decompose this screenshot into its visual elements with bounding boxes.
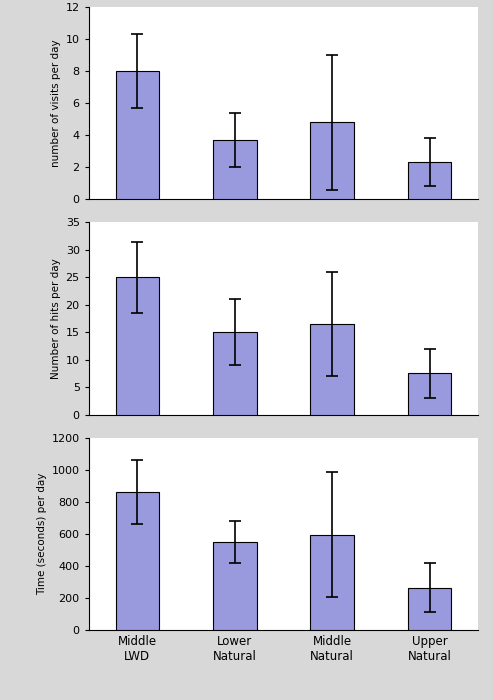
- Bar: [115, 277, 159, 414]
- Bar: [408, 373, 452, 414]
- Bar: [115, 71, 159, 200]
- Y-axis label: Time (seconds) per day: Time (seconds) per day: [37, 473, 47, 595]
- Bar: [408, 162, 452, 199]
- Bar: [310, 122, 354, 199]
- Bar: [213, 332, 257, 414]
- Bar: [115, 492, 159, 630]
- Bar: [213, 140, 257, 199]
- Y-axis label: Number of hits per day: Number of hits per day: [51, 258, 62, 379]
- Y-axis label: number of visits per day: number of visits per day: [51, 39, 62, 167]
- Bar: [408, 587, 452, 630]
- Bar: [213, 542, 257, 630]
- Bar: [310, 535, 354, 630]
- Bar: [310, 324, 354, 414]
